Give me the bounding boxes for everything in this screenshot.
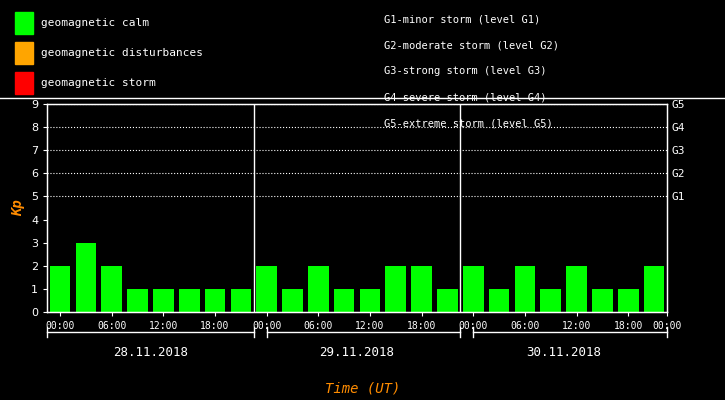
Bar	[463, 266, 484, 312]
Bar	[257, 266, 277, 312]
Text: G3-strong storm (level G3): G3-strong storm (level G3)	[384, 66, 547, 76]
Text: G1-minor storm (level G1): G1-minor storm (level G1)	[384, 14, 541, 24]
Y-axis label: Kp: Kp	[12, 200, 25, 216]
Bar	[179, 289, 199, 312]
Text: geomagnetic storm: geomagnetic storm	[41, 78, 156, 88]
Bar	[618, 289, 639, 312]
Text: G5-extreme storm (level G5): G5-extreme storm (level G5)	[384, 118, 553, 128]
Bar	[644, 266, 664, 312]
Text: geomagnetic calm: geomagnetic calm	[41, 18, 149, 28]
Text: G2-moderate storm (level G2): G2-moderate storm (level G2)	[384, 40, 559, 50]
Text: geomagnetic disturbances: geomagnetic disturbances	[41, 48, 203, 58]
Bar	[308, 266, 328, 312]
Bar	[566, 266, 587, 312]
Bar	[386, 266, 406, 312]
Text: 28.11.2018: 28.11.2018	[113, 346, 188, 359]
Bar	[153, 289, 174, 312]
Bar	[540, 289, 561, 312]
Text: G4-severe storm (level G4): G4-severe storm (level G4)	[384, 92, 547, 102]
Bar	[50, 266, 70, 312]
Bar	[334, 289, 355, 312]
Bar	[102, 266, 122, 312]
Text: 30.11.2018: 30.11.2018	[526, 346, 601, 359]
Bar	[75, 243, 96, 312]
Bar	[515, 266, 535, 312]
Bar	[437, 289, 457, 312]
Bar	[489, 289, 510, 312]
Bar	[592, 289, 613, 312]
Bar	[127, 289, 148, 312]
Bar	[282, 289, 303, 312]
Bar	[204, 289, 225, 312]
Bar	[231, 289, 251, 312]
Bar	[360, 289, 381, 312]
Text: 29.11.2018: 29.11.2018	[320, 346, 394, 359]
Bar	[411, 266, 432, 312]
Text: Time (UT): Time (UT)	[325, 382, 400, 396]
